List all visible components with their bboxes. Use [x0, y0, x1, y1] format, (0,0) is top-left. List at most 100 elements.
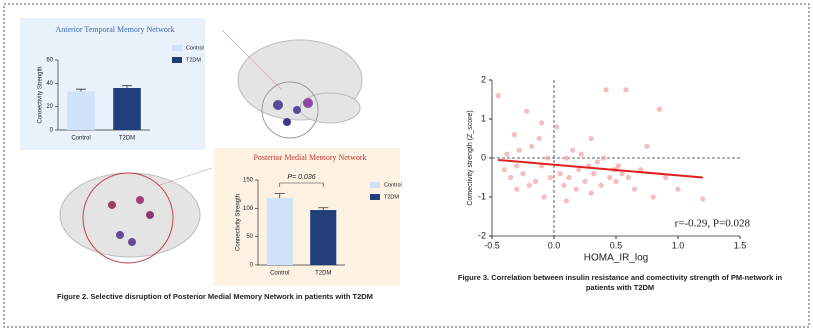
scatter-point — [623, 87, 629, 93]
scatter-point — [514, 163, 520, 169]
bar — [113, 88, 141, 130]
chart-title: Anterior Temporal Memory Network — [55, 25, 174, 34]
y-tick-label: 1 — [481, 113, 486, 123]
y-tick-label: 20 — [46, 104, 53, 110]
scatter-point — [619, 171, 625, 177]
scatter-point — [547, 174, 553, 181]
scatter-point — [557, 171, 563, 177]
panel-bg — [20, 18, 205, 150]
scatter-point — [578, 151, 584, 157]
legend-swatch — [172, 45, 182, 51]
bar — [266, 198, 293, 265]
scatter-point — [615, 163, 622, 169]
scatter-point — [650, 194, 656, 200]
scatter-point — [511, 132, 517, 138]
legend-swatch — [370, 182, 380, 188]
y-tick-label: -1 — [478, 191, 486, 201]
annotation: r=-0.29, P=0.028 — [675, 218, 751, 230]
scatter-point — [526, 182, 532, 188]
scatter-point — [529, 143, 535, 149]
scatter-point — [545, 155, 551, 161]
scatter-point — [656, 106, 663, 112]
scatter-point — [601, 155, 607, 161]
scatter-point — [553, 124, 560, 130]
scatter-point — [603, 87, 609, 93]
bar — [310, 210, 337, 265]
scatter-point — [561, 182, 567, 188]
y-tick-label: 2 — [481, 74, 486, 84]
significance-bracket — [279, 182, 324, 187]
x-tick-label: T2DM — [315, 271, 331, 277]
scatter-point — [495, 93, 501, 99]
scatter-point — [598, 182, 604, 188]
scatter-point — [539, 120, 545, 126]
scatter-point — [563, 198, 570, 204]
scatter-point — [625, 174, 632, 181]
scatter-point — [520, 171, 526, 177]
y-tick-label: 0 — [50, 128, 54, 134]
scatter-point — [591, 171, 597, 177]
error-bar — [76, 88, 86, 92]
y-axis-label: Connectivity Strength — [236, 194, 242, 251]
x-tick-label: 1.5 — [734, 240, 747, 250]
y-tick-label: 0 — [250, 263, 254, 269]
scatter-point — [563, 155, 570, 161]
scatter-point — [675, 186, 681, 192]
scatter-point — [508, 174, 514, 181]
error-bar — [122, 85, 132, 88]
fit-line — [498, 158, 703, 179]
scatter-point — [582, 178, 588, 184]
x-tick-label: Control — [270, 271, 289, 277]
annotation: P= 0.036 — [287, 174, 315, 181]
brain-image — [59, 29, 363, 264]
scatter-point — [576, 167, 582, 173]
y-axis-label: Comectivity strength (Z_score) — [467, 110, 474, 205]
scatter-point — [632, 186, 638, 192]
scatter-point — [588, 190, 594, 196]
x-tick-label: 0.5 — [610, 240, 623, 250]
y-tick-label: 60 — [46, 58, 53, 64]
scatter-point — [566, 174, 572, 181]
legend-label: T2DM — [186, 57, 201, 63]
scatter-point — [536, 135, 542, 142]
scatter-point — [570, 147, 576, 153]
caption: Figure 2. Selective disruption of Poster… — [57, 292, 373, 301]
scatter-point — [516, 147, 522, 153]
x-tick-label: Control — [71, 136, 90, 142]
legend-swatch — [370, 194, 380, 200]
scatter-point — [607, 174, 613, 181]
x-axis-label: HOMA_IR_log — [584, 253, 648, 264]
error-bar — [274, 193, 285, 199]
scatter-point — [514, 186, 520, 192]
y-tick-label: 100 — [243, 206, 254, 212]
legend-swatch — [172, 57, 182, 63]
scatter-point — [613, 178, 619, 184]
y-tick-label: 50 — [246, 234, 253, 240]
y-tick-label: 40 — [46, 81, 53, 87]
error-bar — [318, 207, 329, 211]
scatter-point — [638, 167, 644, 173]
y-tick-label: 150 — [243, 178, 254, 184]
scatter-point — [594, 159, 601, 165]
caption: Figure 3. Correlation between insulin re… — [457, 273, 783, 292]
scatter-point — [541, 194, 547, 200]
scatter-point — [504, 151, 510, 157]
y-tick-label: -2 — [478, 230, 486, 240]
y-tick-label: 0 — [481, 152, 486, 162]
legend-label: Control — [384, 182, 402, 188]
scatter-point — [663, 174, 669, 181]
y-axis-label: Connectivity Strength — [38, 66, 44, 123]
chart-title: Posterior Medial Memory Network — [253, 153, 366, 162]
legend-label: Control — [186, 45, 204, 51]
scatter-point — [501, 167, 507, 173]
scatter-point — [588, 135, 594, 142]
x-tick-label: 0.0 — [548, 240, 561, 250]
x-tick-label: T2DM — [119, 136, 135, 142]
scatter-point — [700, 196, 706, 202]
legend-label: T2DM — [384, 194, 399, 200]
scatter-point — [644, 143, 650, 149]
panel-bg — [214, 148, 400, 286]
scatter-point — [532, 178, 539, 184]
